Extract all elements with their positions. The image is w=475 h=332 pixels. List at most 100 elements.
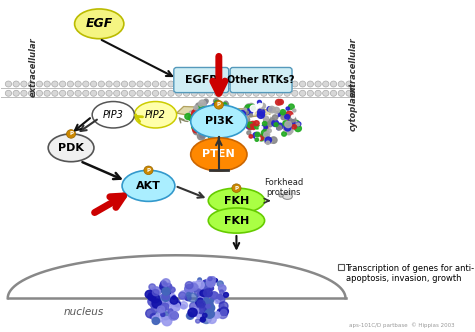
Circle shape (218, 285, 226, 292)
Circle shape (114, 90, 120, 96)
Circle shape (220, 307, 228, 315)
Circle shape (276, 81, 283, 87)
Circle shape (207, 90, 213, 96)
Circle shape (255, 132, 260, 137)
Circle shape (166, 290, 171, 294)
Circle shape (200, 108, 207, 114)
Circle shape (154, 295, 158, 298)
Circle shape (161, 304, 165, 308)
Circle shape (129, 90, 135, 96)
Circle shape (152, 298, 159, 303)
Circle shape (273, 123, 276, 126)
Circle shape (266, 141, 270, 144)
Circle shape (199, 90, 205, 96)
Circle shape (272, 115, 278, 120)
Circle shape (218, 119, 223, 124)
Circle shape (218, 309, 228, 318)
Circle shape (171, 302, 180, 311)
Circle shape (170, 296, 175, 301)
Circle shape (176, 81, 182, 87)
Circle shape (259, 126, 263, 129)
Circle shape (151, 302, 157, 308)
Circle shape (192, 124, 198, 130)
Circle shape (288, 129, 293, 133)
Circle shape (168, 309, 173, 313)
Circle shape (151, 294, 160, 303)
Circle shape (271, 112, 277, 118)
Circle shape (137, 90, 143, 96)
Circle shape (250, 121, 255, 126)
Circle shape (83, 81, 89, 87)
Circle shape (294, 125, 302, 131)
Circle shape (200, 290, 207, 296)
Circle shape (222, 120, 228, 125)
Circle shape (146, 309, 155, 318)
Circle shape (253, 81, 259, 87)
Circle shape (191, 90, 198, 96)
Circle shape (281, 115, 286, 120)
Circle shape (59, 81, 66, 87)
Circle shape (247, 122, 253, 128)
Circle shape (245, 110, 250, 115)
Circle shape (216, 104, 223, 111)
Ellipse shape (190, 105, 247, 138)
Text: EGF: EGF (86, 17, 113, 30)
Circle shape (218, 309, 223, 314)
Circle shape (197, 300, 205, 308)
Circle shape (255, 124, 259, 129)
Circle shape (162, 289, 166, 293)
Circle shape (164, 283, 172, 290)
Circle shape (267, 107, 272, 112)
Circle shape (183, 81, 190, 87)
Circle shape (198, 109, 201, 112)
Circle shape (261, 81, 267, 87)
Circle shape (197, 304, 206, 314)
Text: PI3K: PI3K (205, 117, 233, 126)
Circle shape (200, 285, 210, 294)
Circle shape (228, 124, 234, 130)
Circle shape (162, 298, 171, 307)
Circle shape (13, 90, 19, 96)
Circle shape (248, 104, 256, 111)
Circle shape (28, 81, 35, 87)
Circle shape (245, 81, 252, 87)
Circle shape (189, 111, 196, 117)
Circle shape (206, 313, 210, 317)
Circle shape (28, 90, 35, 96)
Circle shape (201, 314, 211, 323)
Circle shape (195, 281, 204, 290)
Circle shape (208, 277, 212, 281)
Circle shape (193, 114, 200, 119)
Circle shape (209, 133, 216, 140)
Circle shape (180, 302, 188, 309)
Circle shape (289, 116, 294, 120)
Circle shape (13, 81, 19, 87)
Circle shape (247, 122, 255, 129)
Circle shape (201, 111, 204, 114)
Circle shape (215, 299, 219, 303)
Circle shape (214, 312, 220, 318)
Text: nucleus: nucleus (64, 307, 104, 317)
FancyBboxPatch shape (230, 67, 292, 93)
Circle shape (205, 312, 210, 318)
Circle shape (224, 106, 228, 110)
Text: Transcription of genes for anti-
apoptosis, invasion, growth: Transcription of genes for anti- apoptos… (345, 264, 475, 283)
Circle shape (214, 131, 220, 137)
Circle shape (160, 81, 166, 87)
Circle shape (289, 134, 293, 138)
Ellipse shape (122, 170, 175, 202)
Circle shape (292, 115, 295, 118)
Text: P: P (235, 186, 238, 191)
Circle shape (223, 104, 227, 108)
Circle shape (162, 288, 170, 295)
Circle shape (161, 312, 170, 320)
Circle shape (122, 81, 128, 87)
Circle shape (249, 135, 253, 138)
Circle shape (157, 306, 165, 313)
Circle shape (232, 126, 239, 132)
Circle shape (152, 312, 159, 318)
Circle shape (238, 119, 244, 125)
Circle shape (185, 285, 194, 293)
Ellipse shape (208, 208, 265, 233)
Circle shape (223, 103, 227, 107)
